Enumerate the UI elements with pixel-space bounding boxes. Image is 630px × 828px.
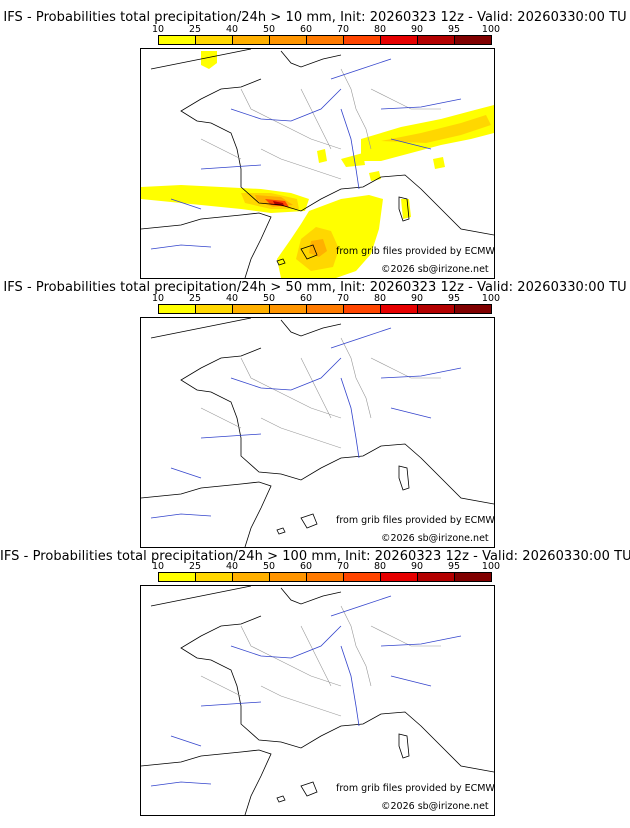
colorbar-segment [159,573,196,581]
coastlines [141,318,494,547]
colorbar-tick-label: 60 [299,293,313,304]
colorbar-tick-label: 25 [188,293,202,304]
borders [200,605,441,717]
colorbar-tick-label: 50 [262,24,276,35]
colorbar-segment [381,573,418,581]
precip-areas [141,51,494,278]
colorbar-segment [233,305,270,313]
colorbar-segment [344,573,381,581]
map-svg [141,318,494,547]
colorbar-tick-label: 95 [447,293,461,304]
colorbar [158,572,492,582]
colorbar-segment [307,573,344,581]
colorbar [158,35,492,45]
colorbar-tick-label: 25 [188,24,202,35]
probability-map: from grib files provided by ECMWF ©2026 … [140,317,495,548]
panel-title: IFS - Probabilities total precipitation/… [3,10,627,25]
colorbar-segment [307,305,344,313]
colorbar-segment [455,305,491,313]
source-credit: from grib files provided by ECMWF [336,246,495,257]
colorbar-labels: 10 25 40 50 60 70 80 90 95 100 [152,24,500,35]
copyright-credit: ©2026 sb@irizone.net [381,801,489,812]
colorbar-tick-label: 10 [151,293,165,304]
colorbar-tick-label: 80 [373,561,387,572]
colorbar-segment [455,573,491,581]
colorbar-segment [270,36,307,44]
map-svg [141,49,494,278]
colorbar-tick-label: 90 [410,24,424,35]
colorbar-segment [307,36,344,44]
colorbar-segment [344,305,381,313]
colorbar-tick-label: 60 [299,24,313,35]
colorbar-segment [418,36,455,44]
source-credit: from grib files provided by ECMWF [336,783,495,794]
colorbar-labels: 10 25 40 50 60 70 80 90 95 100 [152,293,500,304]
colorbar-tick-label: 100 [481,293,501,304]
colorbar-tick-label: 10 [151,24,165,35]
colorbar-tick-label: 100 [481,24,501,35]
colorbar-segment [381,36,418,44]
colorbar-tick-label: 70 [336,24,350,35]
probability-map: from grib files provided by ECMWF ©2026 … [140,48,495,279]
colorbar-segment [418,573,455,581]
colorbar-tick-label: 50 [262,561,276,572]
colorbar-labels: 10 25 40 50 60 70 80 90 95 100 [152,561,500,572]
colorbar-segment [270,305,307,313]
colorbar [158,304,492,314]
colorbar-segment [233,573,270,581]
coastlines [141,49,494,278]
map-svg [141,586,494,815]
probability-map: from grib files provided by ECMWF ©2026 … [140,585,495,816]
colorbar-tick-label: 70 [336,293,350,304]
colorbar-segment [381,305,418,313]
colorbar-segment [159,305,196,313]
colorbar-tick-label: 80 [373,293,387,304]
colorbar-tick-label: 60 [299,561,313,572]
colorbar-tick-label: 70 [336,561,350,572]
rivers [150,58,462,250]
colorbar-tick-label: 95 [447,561,461,572]
colorbar-tick-label: 25 [188,561,202,572]
colorbar-tick-label: 10 [151,561,165,572]
colorbar-tick-label: 50 [262,293,276,304]
rivers [150,327,462,519]
colorbar-segment [196,36,233,44]
colorbar-segment [233,36,270,44]
coastlines [141,586,494,815]
copyright-credit: ©2026 sb@irizone.net [381,533,489,544]
colorbar-segment [418,305,455,313]
colorbar-tick-label: 90 [410,293,424,304]
colorbar-tick-label: 40 [225,293,239,304]
colorbar-tick-label: 90 [410,561,424,572]
colorbar-tick-label: 80 [373,24,387,35]
colorbar-segment [196,573,233,581]
colorbar-tick-label: 100 [481,561,501,572]
borders [200,68,441,180]
colorbar-tick-label: 40 [225,561,239,572]
copyright-credit: ©2026 sb@irizone.net [381,264,489,275]
borders [200,337,441,449]
panel-title: IFS - Probabilities total precipitation/… [3,280,627,295]
rivers [150,595,462,787]
colorbar-tick-label: 40 [225,24,239,35]
colorbar-segment [344,36,381,44]
panel-title: IFS - Probabilities total precipitation/… [0,549,630,564]
colorbar-segment [196,305,233,313]
colorbar-tick-label: 95 [447,24,461,35]
colorbar-segment [455,36,491,44]
colorbar-segment [270,573,307,581]
colorbar-segment [159,36,196,44]
source-credit: from grib files provided by ECMWF [336,515,495,526]
